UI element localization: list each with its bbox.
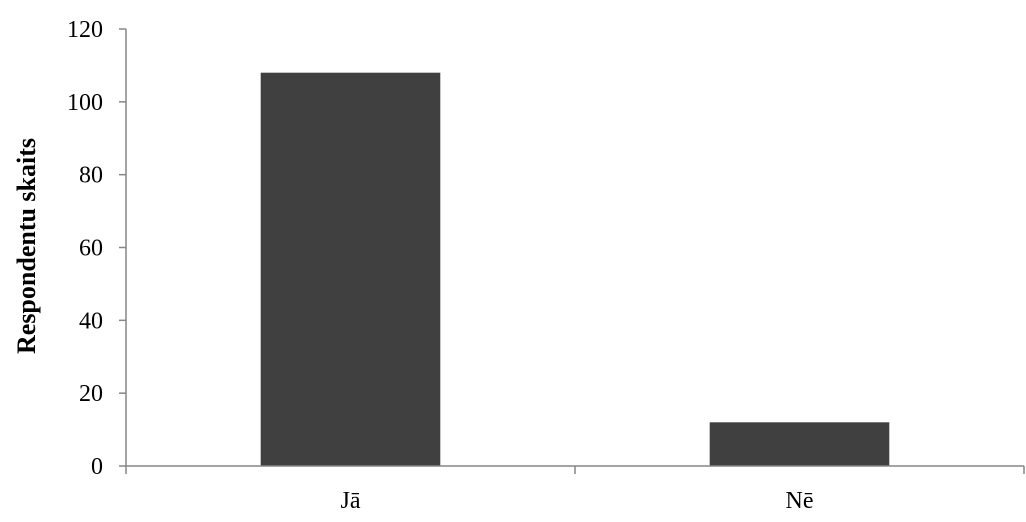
- x-category-label: Nē: [786, 488, 814, 514]
- y-tick-label: 100: [67, 90, 103, 116]
- bar-1: [260, 72, 441, 466]
- y-axis-labels: 0 20 40 60 80 100 120: [67, 17, 103, 480]
- y-axis-title: Respondentu skaits: [12, 138, 41, 354]
- y-tick-label: 60: [79, 236, 103, 262]
- x-axis-labels: Jā Nē: [341, 488, 814, 514]
- y-tick-label: 20: [79, 381, 103, 407]
- y-tick-label: 0: [91, 454, 103, 480]
- x-axis-ticks: [125, 466, 1025, 474]
- bars: [260, 72, 890, 466]
- bar-2: [709, 422, 890, 466]
- y-tick-label: 120: [67, 17, 103, 43]
- y-tick-label: 40: [79, 308, 103, 334]
- y-tick-label: 80: [79, 163, 103, 189]
- x-category-label: Jā: [341, 488, 361, 514]
- y-axis-ticks: [119, 28, 126, 467]
